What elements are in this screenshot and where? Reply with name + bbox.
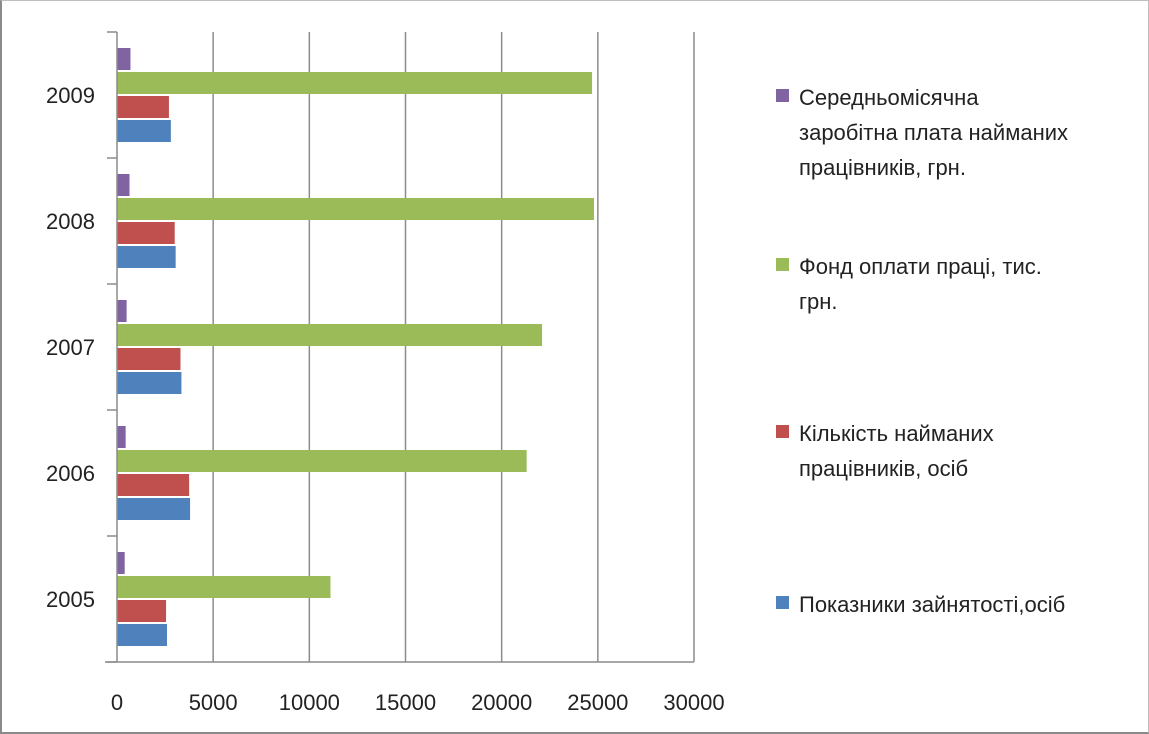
bar-2008-series-2 [117, 222, 175, 244]
bar-2009-series-3 [117, 72, 593, 94]
legend-label: працівників, осіб [799, 456, 968, 481]
legend: Середньомісячна заробітна плата найманих п… [776, 85, 1068, 617]
axes [105, 31, 694, 663]
bar-2005-series-4 [117, 552, 125, 574]
legend-label: грн. [799, 289, 838, 314]
x-tick-label: 0 [111, 690, 123, 715]
x-tick-label: 25000 [567, 690, 628, 715]
legend-swatch [776, 425, 789, 438]
legend-label: заробітна плата найманих [799, 120, 1068, 145]
gridlines [212, 32, 695, 662]
y-tick-label: 2008 [46, 209, 95, 234]
bar-2009-series-4 [117, 48, 131, 70]
bar-2007-series-3 [117, 324, 543, 346]
bar-2009-series-1 [117, 120, 171, 142]
x-tick-label: 20000 [471, 690, 532, 715]
bar-2006-series-3 [117, 450, 527, 472]
legend-label: Показники зайнятості,осіб [799, 592, 1065, 617]
bar-2006-series-2 [117, 474, 190, 496]
bar-2005-series-3 [117, 576, 331, 598]
bar-2008-series-3 [117, 198, 594, 220]
bar-2005-series-1 [117, 624, 168, 646]
legend-label: працівників, грн. [799, 155, 966, 180]
legend-label: Середньомісячна [799, 85, 979, 110]
legend-item-4: Показники зайнятості,осіб [776, 592, 1065, 617]
legend-item-1: Середньомісячна заробітна плата найманих п… [776, 85, 1068, 180]
x-tick-label: 30000 [663, 690, 724, 715]
legend-swatch [776, 596, 789, 609]
bar-2007-series-4 [117, 300, 127, 322]
y-tick-label: 2006 [46, 461, 95, 486]
x-tick-label: 15000 [375, 690, 436, 715]
bar-2008-series-1 [117, 246, 176, 268]
bars [117, 48, 594, 646]
y-tick-label: 2005 [46, 587, 95, 612]
bar-2007-series-1 [117, 372, 182, 394]
bar-2005-series-2 [117, 600, 167, 622]
legend-label: Фонд оплати праці, тис. [799, 254, 1042, 279]
bar-2006-series-4 [117, 426, 126, 448]
x-tick-labels: 0 5000 10000 15000 20000 25000 30000 [111, 690, 725, 715]
bar-2006-series-1 [117, 498, 191, 520]
x-tick-label: 10000 [279, 690, 340, 715]
bar-2007-series-2 [117, 348, 181, 370]
legend-item-3: Кількість найманих працівників, осіб [776, 421, 994, 481]
bar-2008-series-4 [117, 174, 130, 196]
legend-item-2: Фонд оплати праці, тис. грн. [776, 254, 1042, 314]
x-tick-label: 5000 [189, 690, 238, 715]
y-tick-label: 2009 [46, 83, 95, 108]
legend-swatch [776, 89, 789, 102]
legend-swatch [776, 258, 789, 271]
y-tick-label: 2007 [46, 335, 95, 360]
bar-2009-series-2 [117, 96, 169, 118]
legend-label: Кількість найманих [799, 421, 994, 446]
y-tick-labels: 2005 2006 2007 2008 2009 [46, 83, 95, 612]
